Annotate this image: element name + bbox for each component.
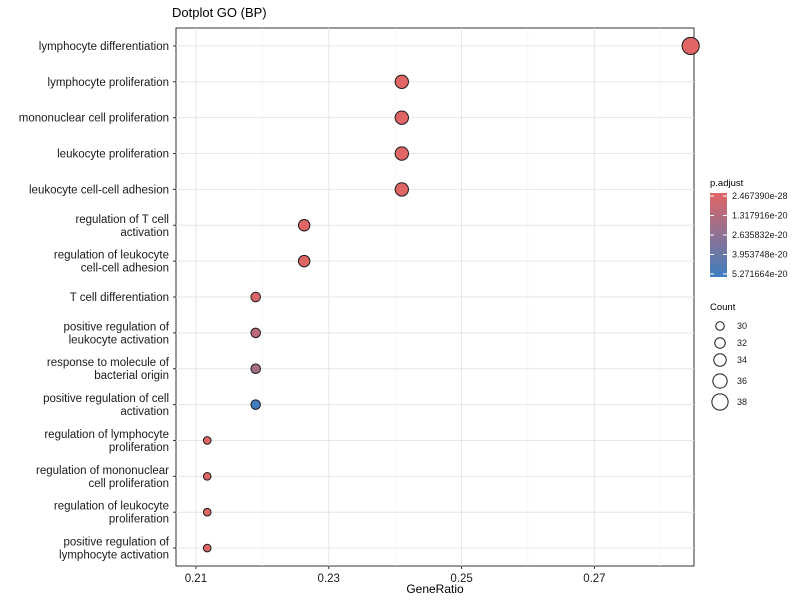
y-tick-label: regulation of T cell <box>75 214 169 226</box>
grid-lines <box>176 28 694 566</box>
y-tick-label: positive regulation of cell <box>43 393 169 405</box>
y-tick-label: proliferation <box>109 442 169 454</box>
size-legend-label: 32 <box>737 338 747 348</box>
x-tick-label: 0.21 <box>185 573 207 585</box>
size-legend-label: 30 <box>737 321 747 331</box>
color-legend-label: 3.953748e-20 <box>732 250 788 260</box>
data-point <box>202 543 212 553</box>
y-tick-label: lymphocyte activation <box>59 550 169 562</box>
x-axis-title: GeneRatio <box>406 582 464 596</box>
y-tick-label: T cell differentiation <box>70 292 169 304</box>
color-legend: p.adjust 2.467390e-28 1.317916e-20 2.63583… <box>710 178 788 279</box>
chart-title: Dotplot GO (BP) <box>172 5 267 20</box>
y-tick-label: regulation of leukocyte <box>54 501 169 513</box>
y-tick-label: cell-cell adhesion <box>81 263 169 275</box>
size-legend-label: 34 <box>737 355 747 365</box>
data-point <box>250 291 261 303</box>
y-tick-label: leukocyte activation <box>69 334 169 346</box>
size-legend-circle <box>714 337 726 349</box>
y-tick-label: bacterial origin <box>94 370 169 382</box>
data-point <box>250 399 261 410</box>
y-tick-label: activation <box>120 406 169 418</box>
y-tick-label: cell proliferation <box>88 478 169 490</box>
y-tick-label: regulation of lymphocyte <box>44 429 169 441</box>
points <box>202 36 700 553</box>
size-legend: Count 30 32 34 36 38 <box>710 302 747 411</box>
size-legend-label: 38 <box>737 397 747 407</box>
y-tick-label: lymphocyte differentiation <box>39 41 169 53</box>
data-point <box>297 219 311 232</box>
data-point <box>297 254 311 268</box>
color-legend-label: 5.271664e-20 <box>732 269 788 279</box>
data-point <box>394 110 409 125</box>
y-tick-label: proliferation <box>109 514 169 526</box>
color-legend-title: p.adjust <box>710 178 744 189</box>
x-tick-label: 0.27 <box>583 573 605 585</box>
data-point <box>250 363 261 374</box>
y-tick-label: positive regulation of <box>64 537 170 549</box>
y-tick-label: positive regulation of <box>64 321 170 333</box>
y-tick-labels: lymphocyte differentiation lymphocyte pro… <box>19 41 176 562</box>
y-tick-label: leukocyte cell-cell adhesion <box>29 184 169 196</box>
size-legend-title: Count <box>710 302 736 313</box>
size-legend-circle <box>712 373 728 389</box>
y-tick-label: activation <box>120 227 169 239</box>
y-tick-label: response to molecule of <box>47 357 170 369</box>
data-point <box>394 182 409 197</box>
size-legend-label: 36 <box>737 376 747 386</box>
color-legend-label: 2.635832e-20 <box>732 230 788 240</box>
size-legend-circle <box>713 353 727 367</box>
y-tick-label: regulation of mononuclear <box>36 465 169 477</box>
x-tick-labels: 0.21 0.23 0.25 0.27 <box>185 566 606 585</box>
color-bar <box>710 193 727 277</box>
x-tick-label: 0.25 <box>450 573 472 585</box>
y-tick-label: lymphocyte proliferation <box>48 77 169 89</box>
data-point <box>202 507 212 517</box>
data-point <box>250 327 261 339</box>
y-tick-label: mononuclear cell proliferation <box>19 113 169 125</box>
color-legend-label: 2.467390e-28 <box>732 191 788 201</box>
y-tick-label: regulation of leukocyte <box>54 250 169 262</box>
data-point <box>681 36 700 56</box>
data-point <box>202 436 212 445</box>
data-point <box>394 74 409 89</box>
x-tick-label: 0.23 <box>318 573 340 585</box>
color-legend-label: 1.317916e-20 <box>732 211 788 221</box>
y-tick-label: leukocyte proliferation <box>57 149 169 161</box>
data-point <box>202 472 212 481</box>
data-point <box>394 146 409 161</box>
size-legend-circle <box>715 321 725 331</box>
size-legend-circle <box>711 393 729 411</box>
